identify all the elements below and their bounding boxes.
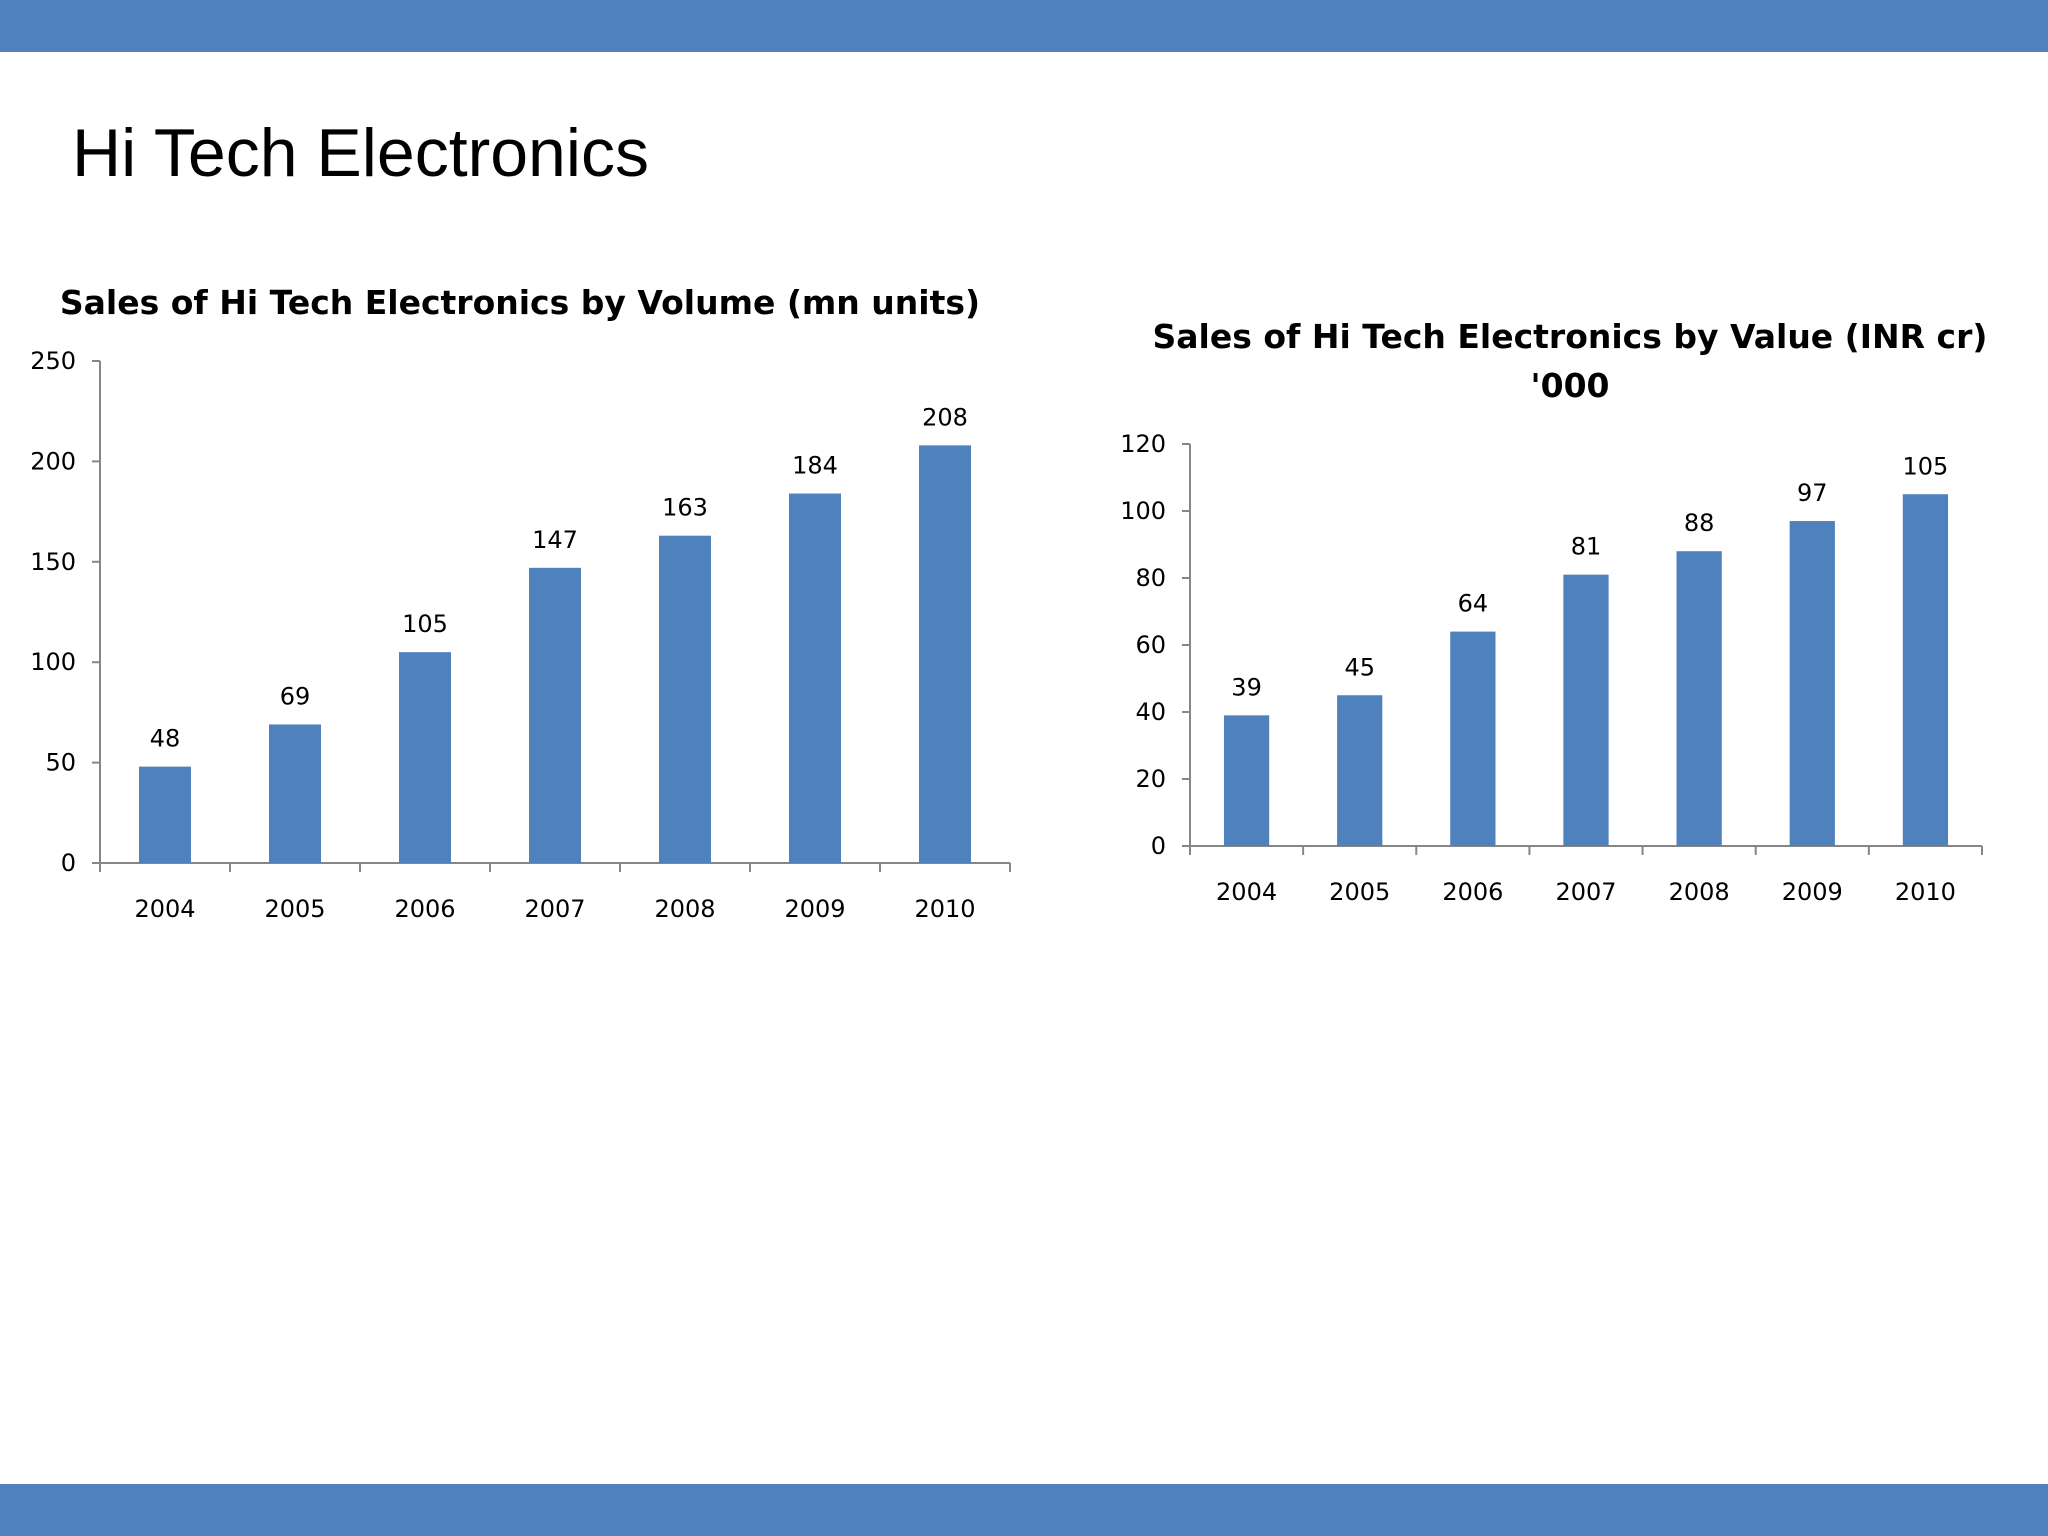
data-label: 88 <box>1684 509 1715 537</box>
y-tick-label: 100 <box>1120 497 1166 525</box>
bar-chart-2: Sales of Hi Tech Electronics by Value (I… <box>1120 317 1987 906</box>
y-tick-label: 250 <box>30 347 76 375</box>
bar-2004 <box>1223 715 1270 846</box>
category-label: 2004 <box>1216 878 1277 906</box>
y-tick-label: 120 <box>1120 430 1166 458</box>
y-tick-label: 0 <box>61 849 76 877</box>
category-label: 2009 <box>1782 878 1843 906</box>
y-tick-label: 40 <box>1135 698 1166 726</box>
category-label: 2010 <box>1895 878 1956 906</box>
slide-title: Hi Tech Electronics <box>72 115 649 191</box>
data-label: 184 <box>792 452 838 480</box>
category-label: 2007 <box>1555 878 1616 906</box>
data-label: 69 <box>280 682 311 710</box>
y-tick-label: 60 <box>1135 631 1166 659</box>
chart-title-line: Sales of Hi Tech Electronics by Value (I… <box>1153 317 1988 356</box>
bar-chart-1: Sales of Hi Tech Electronics by Volume (… <box>30 283 1011 923</box>
bar-2007 <box>529 567 581 863</box>
data-label: 105 <box>1903 452 1949 480</box>
bar-2010 <box>1902 494 1949 846</box>
category-label: 2004 <box>134 895 195 923</box>
bar-2004 <box>139 766 191 863</box>
data-label: 105 <box>402 610 448 638</box>
data-label: 208 <box>922 403 968 431</box>
y-tick-label: 0 <box>1151 832 1166 860</box>
data-label: 147 <box>532 526 578 554</box>
bar-2006 <box>399 652 451 863</box>
top-accent-band <box>0 0 2048 52</box>
data-label: 163 <box>662 494 708 522</box>
category-label: 2010 <box>914 895 975 923</box>
y-tick-label: 100 <box>30 648 76 676</box>
bar-2005 <box>1337 695 1383 846</box>
y-tick-label: 80 <box>1135 564 1166 592</box>
bar-2010 <box>919 445 971 863</box>
bar-2005 <box>269 724 321 863</box>
category-label: 2005 <box>1329 878 1390 906</box>
category-label: 2007 <box>524 895 585 923</box>
y-tick-label: 20 <box>1135 765 1166 793</box>
category-label: 2006 <box>394 895 455 923</box>
category-label: 2009 <box>784 895 845 923</box>
data-label: 64 <box>1458 590 1489 618</box>
chart-title-line: '000 <box>1531 366 1610 405</box>
y-tick-label: 200 <box>30 447 76 475</box>
data-label: 97 <box>1797 479 1828 507</box>
data-label: 48 <box>150 725 181 753</box>
bar-2007 <box>1563 574 1609 846</box>
category-label: 2006 <box>1442 878 1503 906</box>
bar-2009 <box>789 493 841 863</box>
bar-2009 <box>1789 521 1835 846</box>
bar-2008 <box>1676 551 1722 846</box>
category-label: 2008 <box>1669 878 1730 906</box>
data-label: 39 <box>1231 673 1262 701</box>
y-tick-label: 150 <box>30 548 76 576</box>
bottom-accent-band <box>0 1484 2048 1536</box>
bar-2008 <box>659 535 711 863</box>
bar-2006 <box>1450 631 1496 846</box>
data-label: 45 <box>1344 653 1375 681</box>
category-label: 2008 <box>654 895 715 923</box>
y-tick-label: 50 <box>45 749 76 777</box>
category-label: 2005 <box>264 895 325 923</box>
chart-title-line: Sales of Hi Tech Electronics by Volume (… <box>60 283 980 322</box>
data-label: 81 <box>1571 533 1602 561</box>
